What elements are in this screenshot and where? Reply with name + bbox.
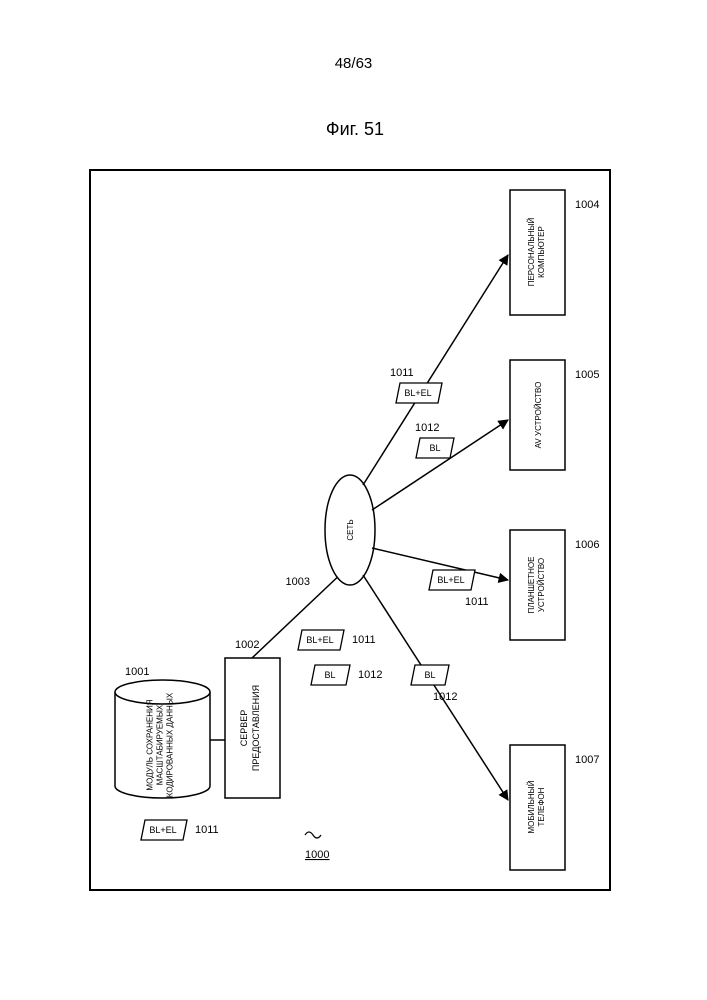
svg-text:ТЕЛЕФОН: ТЕЛЕФОН [537,787,546,826]
svg-text:BL+EL: BL+EL [404,388,431,398]
server-legend-2: BL 1012 [311,665,382,685]
svg-text:1001: 1001 [125,666,149,678]
network-node: СЕТЬ 1003 [286,475,375,588]
svg-text:1002: 1002 [235,639,259,651]
client-av: AV УСТРОЙСТВО 1005 [510,360,599,470]
svg-text:1000: 1000 [305,849,329,861]
svg-text:BL: BL [429,443,440,453]
svg-text:BL: BL [324,670,335,680]
svg-text:ПЕРСОНАЛЬНЫЙ: ПЕРСОНАЛЬНЫЙ [527,217,536,286]
server-box: СЕРВЕР ПРЕДОСТАВЛЕНИЯ 1002 BL+EL 1011 BL… [225,630,382,798]
figure-label: Фиг. 51 [326,119,384,139]
svg-text:BL+EL: BL+EL [149,825,176,835]
svg-text:ПРЕДОСТАВЛЕНИЯ: ПРЕДОСТАВЛЕНИЯ [251,685,261,771]
svg-text:BL+EL: BL+EL [437,575,464,585]
server-legend-1: BL+EL 1011 [298,630,376,650]
svg-text:1011: 1011 [390,367,414,379]
svg-text:1003: 1003 [286,576,310,588]
svg-text:МАСШТАБИРУЕМЫХ: МАСШТАБИРУЕМЫХ [156,704,165,785]
page-number: 48/63 [0,55,707,72]
storage-module: МОДУЛЬ СОХРАНЕНИЯ МАСШТАБИРУЕМЫХ КОДИРОВ… [115,666,219,840]
svg-text:1005: 1005 [575,369,599,381]
svg-text:МОДУЛЬ СОХРАНЕНИЯ: МОДУЛЬ СОХРАНЕНИЯ [146,699,155,790]
system-ref: 1000 [305,832,329,861]
svg-text:1011: 1011 [195,824,219,836]
svg-text:СЕРВЕР: СЕРВЕР [239,710,249,747]
svg-text:BL+EL: BL+EL [306,635,333,645]
svg-text:1012: 1012 [415,422,439,434]
client-mobile: МОБИЛЬНЫЙ ТЕЛЕФОН 1007 [510,745,599,870]
svg-text:1012: 1012 [433,691,457,703]
svg-text:1011: 1011 [465,596,489,608]
svg-text:1012: 1012 [358,669,382,681]
svg-text:AV УСТРОЙСТВО: AV УСТРОЙСТВО [534,382,543,449]
svg-text:1011: 1011 [352,634,376,646]
svg-text:КОДИРОВАННЫХ ДАННЫХ: КОДИРОВАННЫХ ДАННЫХ [166,692,175,797]
tag-mobile: BL 1012 [411,665,457,703]
svg-text:1007: 1007 [575,754,599,766]
edge-net-mobile [363,575,508,800]
client-tablet: ПЛАНШЕТНОЕ УСТРОЙСТВО 1006 [510,530,599,640]
tag-av: BL 1012 [415,422,454,458]
tag-tablet: BL+EL 1011 [429,570,489,608]
svg-text:УСТРОЙСТВО: УСТРОЙСТВО [537,558,546,612]
svg-text:1004: 1004 [575,199,599,211]
storage-tag: BL+EL 1011 [141,820,219,840]
figure-svg: Фиг. 51 1000 МОДУЛЬ СОХРАНЕНИЯ МАСШТАБИР… [70,100,640,910]
svg-text:СЕТЬ: СЕТЬ [346,519,355,540]
svg-text:КОМПЬЮТЕР: КОМПЬЮТЕР [537,226,546,278]
svg-text:МОБИЛЬНЫЙ: МОБИЛЬНЫЙ [527,780,536,833]
svg-text:ПЛАНШЕТНОЕ: ПЛАНШЕТНОЕ [527,556,536,613]
client-pc: ПЕРСОНАЛЬНЫЙ КОМПЬЮТЕР 1004 [510,190,599,315]
svg-text:BL: BL [424,670,435,680]
edge-net-av [372,420,508,510]
svg-text:1006: 1006 [575,539,599,551]
